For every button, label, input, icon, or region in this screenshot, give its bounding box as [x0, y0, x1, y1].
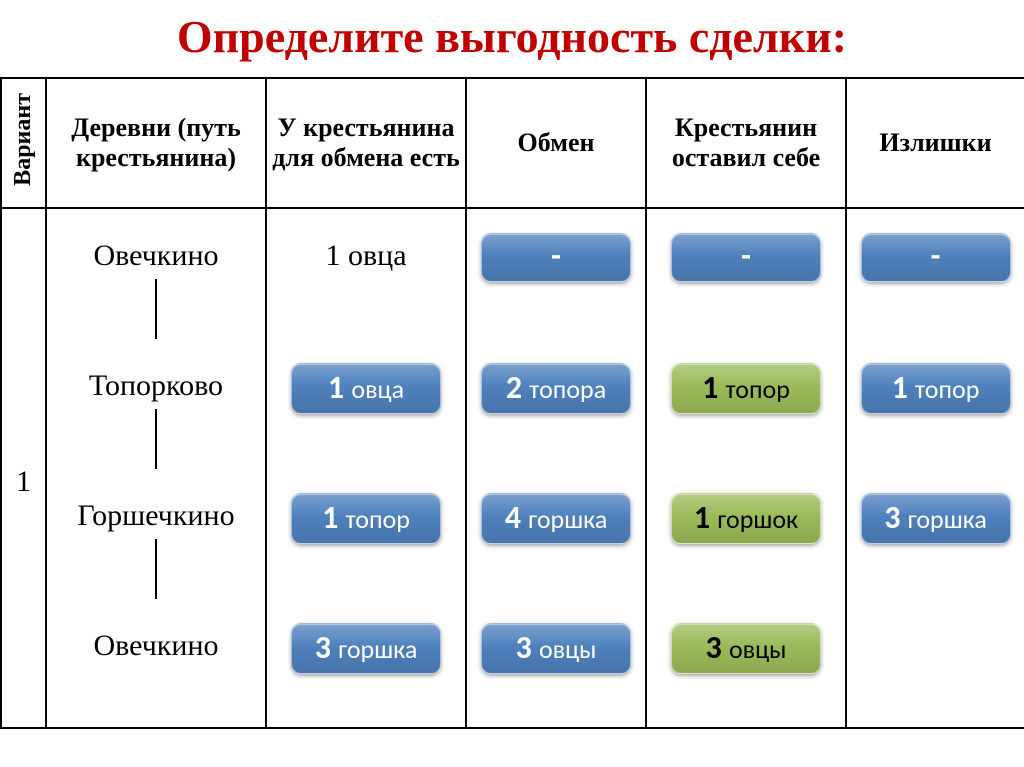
has-chip: 1 овца — [291, 363, 441, 414]
exchange-chip: 4 горшка — [481, 493, 631, 544]
body-row: 1 Овечкино Топорково Горшечкино Овечкино 1 … — [1, 208, 1024, 728]
surplus-chip: - — [861, 233, 1011, 282]
path-connector — [155, 539, 157, 599]
exchange-chip: - — [481, 233, 631, 282]
slide-title: Определите выгодность сделки: — [0, 10, 1024, 63]
has-cell: 1 овца 1 овца 1 топор 3 горшка — [266, 208, 466, 728]
header-variant: Вариант — [1, 78, 46, 208]
has-chip: 1 топор — [291, 493, 441, 544]
header-surplus: Излиш­ки — [846, 78, 1024, 208]
exchange-chip: 3 овцы — [481, 623, 631, 674]
exchange-cell: - 2 топора 4 горшка 3 овцы — [466, 208, 646, 728]
kept-chip: 3 овцы — [671, 623, 821, 674]
village-cell: Овечкино Топорково Горшечкино Овечкино — [46, 208, 266, 728]
village-name: Овечкино — [47, 239, 265, 273]
trade-table: Вариант Деревни (путь крестьянина) У кре… — [0, 77, 1024, 729]
header-row: Вариант Деревни (путь крестьянина) У кре… — [1, 78, 1024, 208]
village-name: Топорково — [47, 369, 265, 403]
header-exchange: Обмен — [466, 78, 646, 208]
path-connector — [155, 279, 157, 339]
village-name: Горшечкино — [47, 499, 265, 533]
surplus-chip: 3 горшка — [861, 493, 1011, 544]
surplus-chip: 1 топор — [861, 363, 1011, 414]
surplus-cell: - 1 топор 3 горшка — [846, 208, 1024, 728]
kept-chip: 1 топор — [671, 363, 821, 414]
kept-chip: - — [671, 233, 821, 282]
kept-chip: 1 горшок — [671, 493, 821, 544]
header-kept: Крестья­нин оста­вил себе — [646, 78, 846, 208]
slide: Определите выгодность сделки: Вариант Де… — [0, 0, 1024, 767]
kept-cell: - 1 топор 1 горшок 3 овцы — [646, 208, 846, 728]
has-plain: 1 овца — [267, 239, 465, 273]
variant-number: 1 — [1, 208, 46, 728]
header-village: Деревни (путь крестьянина) — [46, 78, 266, 208]
exchange-chip: 2 топора — [481, 363, 631, 414]
header-has: У крестья­нина для обмена есть — [266, 78, 466, 208]
has-chip: 3 горшка — [291, 623, 441, 674]
path-connector — [155, 409, 157, 469]
village-name: Овечкино — [47, 629, 265, 663]
